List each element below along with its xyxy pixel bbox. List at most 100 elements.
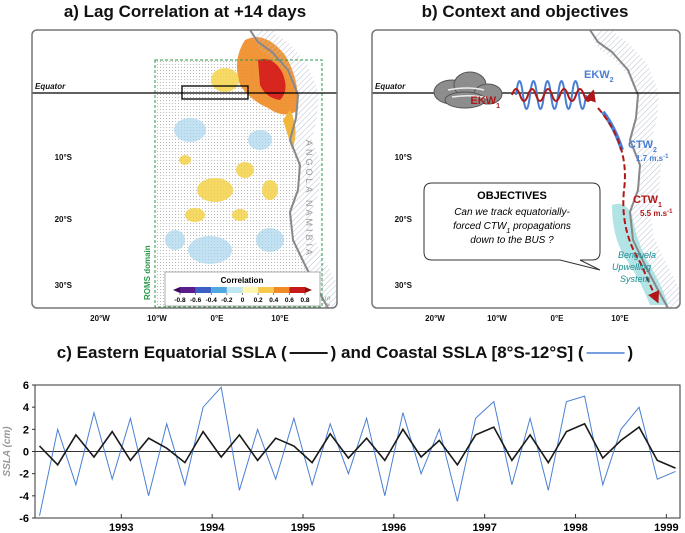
colorbar-label: Correlation [221,276,264,285]
y-tick-label: -2 [19,469,29,481]
chart-title: ) and Coastal SSLA [8°S-12°S] ( [331,343,584,362]
lat-label: 20°S [395,215,413,224]
chart-title: c) Eastern Equatorial SSLA ( [57,343,287,362]
coastline [249,30,329,308]
correlation-negative [165,118,284,264]
bus-label: Upwelling [612,262,651,272]
y-tick-label: -4 [19,491,30,503]
colorbar-tick-label: 0.6 [285,297,294,304]
label-sup: -1 [663,154,669,160]
colorbar-cell [211,287,227,293]
label-sub: 2 [653,147,657,154]
label-sub: 2 [610,77,614,84]
label-text: 5.5 m.s [640,209,668,218]
colorbar-cell [258,287,274,293]
y-axis-label: SSLA (cm) [2,426,13,477]
label-sub: 1 [658,202,662,209]
map-frame [371,29,681,309]
colorbar-tick-label: 0.4 [269,297,278,304]
bus-label: Benguela [618,250,656,260]
domain-label: ROMS domain [143,245,152,300]
x-tick-label: 1994 [200,522,225,533]
lat-label: 10°S [395,153,413,162]
objectives-heading: OBJECTIVES [477,190,547,202]
y-tick-label: 0 [23,447,29,459]
callout [423,182,601,271]
x-tick-label: 1993 [109,522,133,533]
equator-label: Equator [35,82,66,91]
equator-label: Equator [375,82,406,91]
lat-label: 30°S [55,281,73,290]
ekw1-wave [511,88,596,103]
ekw2-label: EKW2 [584,69,614,84]
lon-label: 10°W [487,314,507,323]
equatorial-box [181,85,249,100]
lon-label: 10°W [147,314,167,323]
region-label: ANGOLA [304,140,314,196]
land-hatch [250,30,337,308]
lat-label: 30°S [395,281,413,290]
lon-label: 0°E [551,314,565,323]
colorbar-cell [289,287,305,293]
x-tick-label: 1995 [291,522,315,533]
question-line: forced CTW1 propagations [453,221,571,235]
label-text: CTW [628,139,654,151]
lat-label: 20°S [55,215,73,224]
bus-label: System [620,274,651,284]
ctw2-speed: 1.7 m.s-1 [636,154,669,163]
colorbar-tick-label: 0.2 [254,297,263,304]
panel-a [32,30,337,308]
colorbar-tick-label: -0.8 [174,297,186,304]
wind [447,87,489,99]
correlation-blobs [179,68,278,222]
lon-label: 20°W [90,314,110,323]
colorbar-cell [242,287,259,293]
correlation-core [258,58,286,100]
label-text: EKW [584,69,610,81]
label-text: forced CTW [453,221,508,232]
panel-title: b) Context and objectives [422,2,629,21]
land-hatch [590,30,680,308]
ctw2-label: CTW2 [628,139,657,154]
ctw1-speed: 5.5 m.s-1 [640,209,673,218]
region-label: S.A [323,296,330,308]
colorbar-cell [180,287,196,293]
colorbar-tick-label: -0.4 [206,297,218,304]
label-text: EKW [470,95,496,107]
label-sup: -1 [667,209,673,215]
chart-title: ) [628,343,634,362]
label-sub: 1 [506,228,510,235]
colorbar: -0.8 -0.6 -0.4 -0.2 0 0.2 0.4 0.6 0.8 [173,287,312,304]
colorbar-tick-label: -0.2 [221,297,233,304]
colorbar-tick-label: -0.6 [190,297,202,304]
colorbar-cell [226,287,243,293]
ekw1-label: EKW1 [470,95,500,110]
ctw1-label: CTW1 [633,194,662,209]
roms-domain [154,59,323,308]
colorbar-end [173,287,180,293]
colorbar-tick-label: 0.8 [300,297,309,304]
ctw2-arrow [601,110,624,151]
label-sub: 1 [496,103,500,110]
x-tick-label: 1998 [563,522,587,533]
y-tick-label: 6 [23,380,29,392]
y-tick-label: 4 [23,402,30,414]
colorbar-cell [273,287,290,293]
label-text: CTW [633,194,659,206]
question-line: down to the BUS ? [470,235,554,246]
lon-label: 10°E [271,314,289,323]
lon-label: 0°E [211,314,225,323]
label-text: propagations [510,221,571,232]
series-line [39,386,676,516]
y-tick-label: -6 [19,513,29,525]
map-frame [31,29,338,309]
region-label: NAMIBIA [304,200,314,258]
ctw1-arrow [597,107,660,304]
colorbar-end [305,287,312,293]
lon-label: 20°W [425,314,445,323]
lat-label: 10°S [55,153,73,162]
coastline [589,30,669,308]
y-tick-label: 2 [23,424,29,436]
x-tick-label: 1997 [472,522,496,533]
